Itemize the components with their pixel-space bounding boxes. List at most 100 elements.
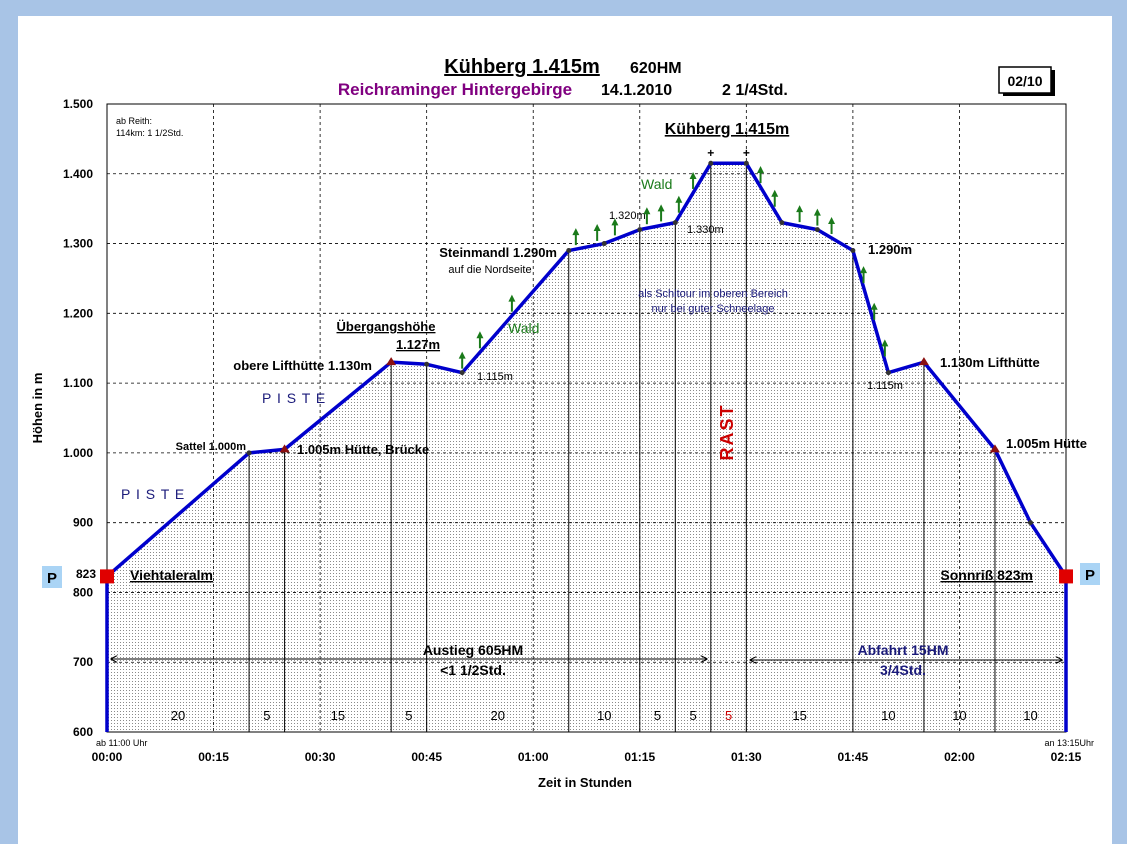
note-line-1: ab Reith: xyxy=(116,116,152,126)
forest-marker-head xyxy=(593,223,601,231)
rast-label: RAST xyxy=(717,404,737,461)
start-time-label: ab 11:00 Uhr xyxy=(96,738,147,748)
y-tick-label: 900 xyxy=(73,516,93,530)
plot-area: P P 1.500 1.400 1.300 1.200 1.100 1.000 900 800 70… xyxy=(30,97,1100,790)
y-tick-label: 1.000 xyxy=(63,446,93,460)
point-1290-right-label: 1.290m xyxy=(868,242,912,257)
x-tick-label: 02:15 xyxy=(1051,750,1082,764)
uebergang-height-label: 1.127m xyxy=(396,337,440,352)
forest-marker-head xyxy=(881,339,889,347)
segment-minutes-label: 10 xyxy=(881,708,895,723)
nordseite-label: auf die Nordseite xyxy=(448,264,531,276)
profile-point xyxy=(459,370,465,376)
profile-point xyxy=(708,160,714,166)
region-subtitle: Reichraminger Hintergebirge xyxy=(338,80,572,99)
huette-bruecke-label: 1.005m Hütte, Brücke xyxy=(297,442,429,457)
profile-point xyxy=(566,248,572,254)
forest-marker-head xyxy=(771,189,779,197)
x-tick-label: 00:30 xyxy=(305,750,336,764)
point-1330-label: 1.330m xyxy=(687,224,724,236)
segment-minutes-label: 10 xyxy=(1023,708,1037,723)
tour-date: 14.1.2010 xyxy=(601,82,672,99)
plot-border xyxy=(106,103,1067,733)
end-time-label: an 13:15Uhr xyxy=(1044,738,1094,748)
segment-minutes-label: 20 xyxy=(171,708,185,723)
y-tick-label: 800 xyxy=(73,585,93,599)
parking-marker-end xyxy=(1059,569,1073,584)
abfahrt-label: Abfahrt 15HM xyxy=(857,642,948,658)
lifthuette-right-label: 1.130m Lifthütte xyxy=(940,355,1040,370)
steinmandl-label: Steinmandl 1.290m xyxy=(439,245,557,260)
forest-marker-head xyxy=(476,331,484,339)
profile-point xyxy=(814,227,820,233)
summit-cross-2: + xyxy=(743,146,750,160)
forest-marker-head xyxy=(611,218,619,226)
parking-marker-start xyxy=(100,569,114,584)
page-number: 02/10 xyxy=(1007,73,1042,89)
x-tick-label: 01:00 xyxy=(518,750,549,764)
segment-minutes-label: 15 xyxy=(331,708,345,723)
forest-marker-head xyxy=(508,294,516,302)
segment-minutes-label: 10 xyxy=(597,708,611,723)
y-tick-label: 1.400 xyxy=(63,167,93,181)
forest-marker-head xyxy=(870,302,878,310)
profile-point xyxy=(672,220,678,226)
abfahrt-duration-label: 3/4Std. xyxy=(880,662,926,678)
summit-label: Kühberg 1.415m xyxy=(665,121,789,138)
segment-minutes-label: 5 xyxy=(654,708,661,723)
hut-marker xyxy=(918,357,929,366)
low-point-2-label: 1.115m xyxy=(867,380,903,392)
aufstieg-duration-label: <1 1/2Std. xyxy=(440,662,506,678)
x-tick-label: 00:15 xyxy=(198,750,229,764)
profile-point xyxy=(424,361,430,367)
profile-point xyxy=(850,248,856,254)
summit-cross-1: + xyxy=(707,146,714,160)
wald-label-lower: Wald xyxy=(508,320,539,336)
schitour-note-line-2: nur bei guter Schneelage xyxy=(652,303,775,315)
forest-marker-head xyxy=(657,204,665,212)
elevation-profile-line xyxy=(105,161,1068,578)
forest-marker-head xyxy=(813,208,821,216)
x-axis-label: Zeit in Stunden xyxy=(538,775,632,790)
forest-marker-head xyxy=(675,195,683,203)
segment-minutes-label: 5 xyxy=(725,708,732,723)
x-tick-label: 00:45 xyxy=(411,750,442,764)
start-location-name: Viehtaleralm xyxy=(130,567,213,583)
forest-marker-head xyxy=(689,171,697,179)
y-tick-label: 1.300 xyxy=(63,237,93,251)
y-tick-label: 1.500 xyxy=(63,97,93,111)
profile-point xyxy=(743,160,749,166)
hut-marker xyxy=(386,357,397,366)
profile-point xyxy=(246,450,252,456)
hut-marker xyxy=(989,444,1000,453)
x-tick-label: 01:45 xyxy=(838,750,869,764)
profile-point xyxy=(1027,520,1033,526)
sattel-label: Sattel 1.000m xyxy=(176,441,247,453)
low-point-1-label: 1.115m xyxy=(477,371,513,383)
y-tick-label: 1.100 xyxy=(63,376,93,390)
wald-label-upper: Wald xyxy=(641,176,672,192)
forest-marker-head xyxy=(796,205,804,213)
forest-marker-head xyxy=(458,351,466,359)
segment-minutes-label: 5 xyxy=(263,708,270,723)
start-elevation-value: 823 xyxy=(76,567,96,581)
profile-point xyxy=(885,370,891,376)
y-axis-label: Höhen in m xyxy=(30,373,45,444)
tour-duration: 2 1/4Std. xyxy=(722,82,788,99)
profile-point xyxy=(601,241,607,247)
profile-point xyxy=(637,227,643,233)
segment-minutes-label: 5 xyxy=(689,708,696,723)
hut-marker xyxy=(279,444,290,453)
parking-sign-start xyxy=(42,566,62,588)
forest-marker-head xyxy=(757,166,765,174)
x-tick-label: 01:15 xyxy=(624,750,655,764)
forest-marker-head xyxy=(572,228,580,236)
parking-label-start: P xyxy=(47,570,57,587)
x-tick-label: 00:00 xyxy=(92,750,123,764)
page-box xyxy=(998,66,1052,94)
uebergang-label: Übergangshöhe xyxy=(337,319,436,334)
x-tick-label: 01:30 xyxy=(731,750,762,764)
parking-label-end: P xyxy=(1085,567,1095,584)
height-meters-label: 620HM xyxy=(630,60,682,77)
